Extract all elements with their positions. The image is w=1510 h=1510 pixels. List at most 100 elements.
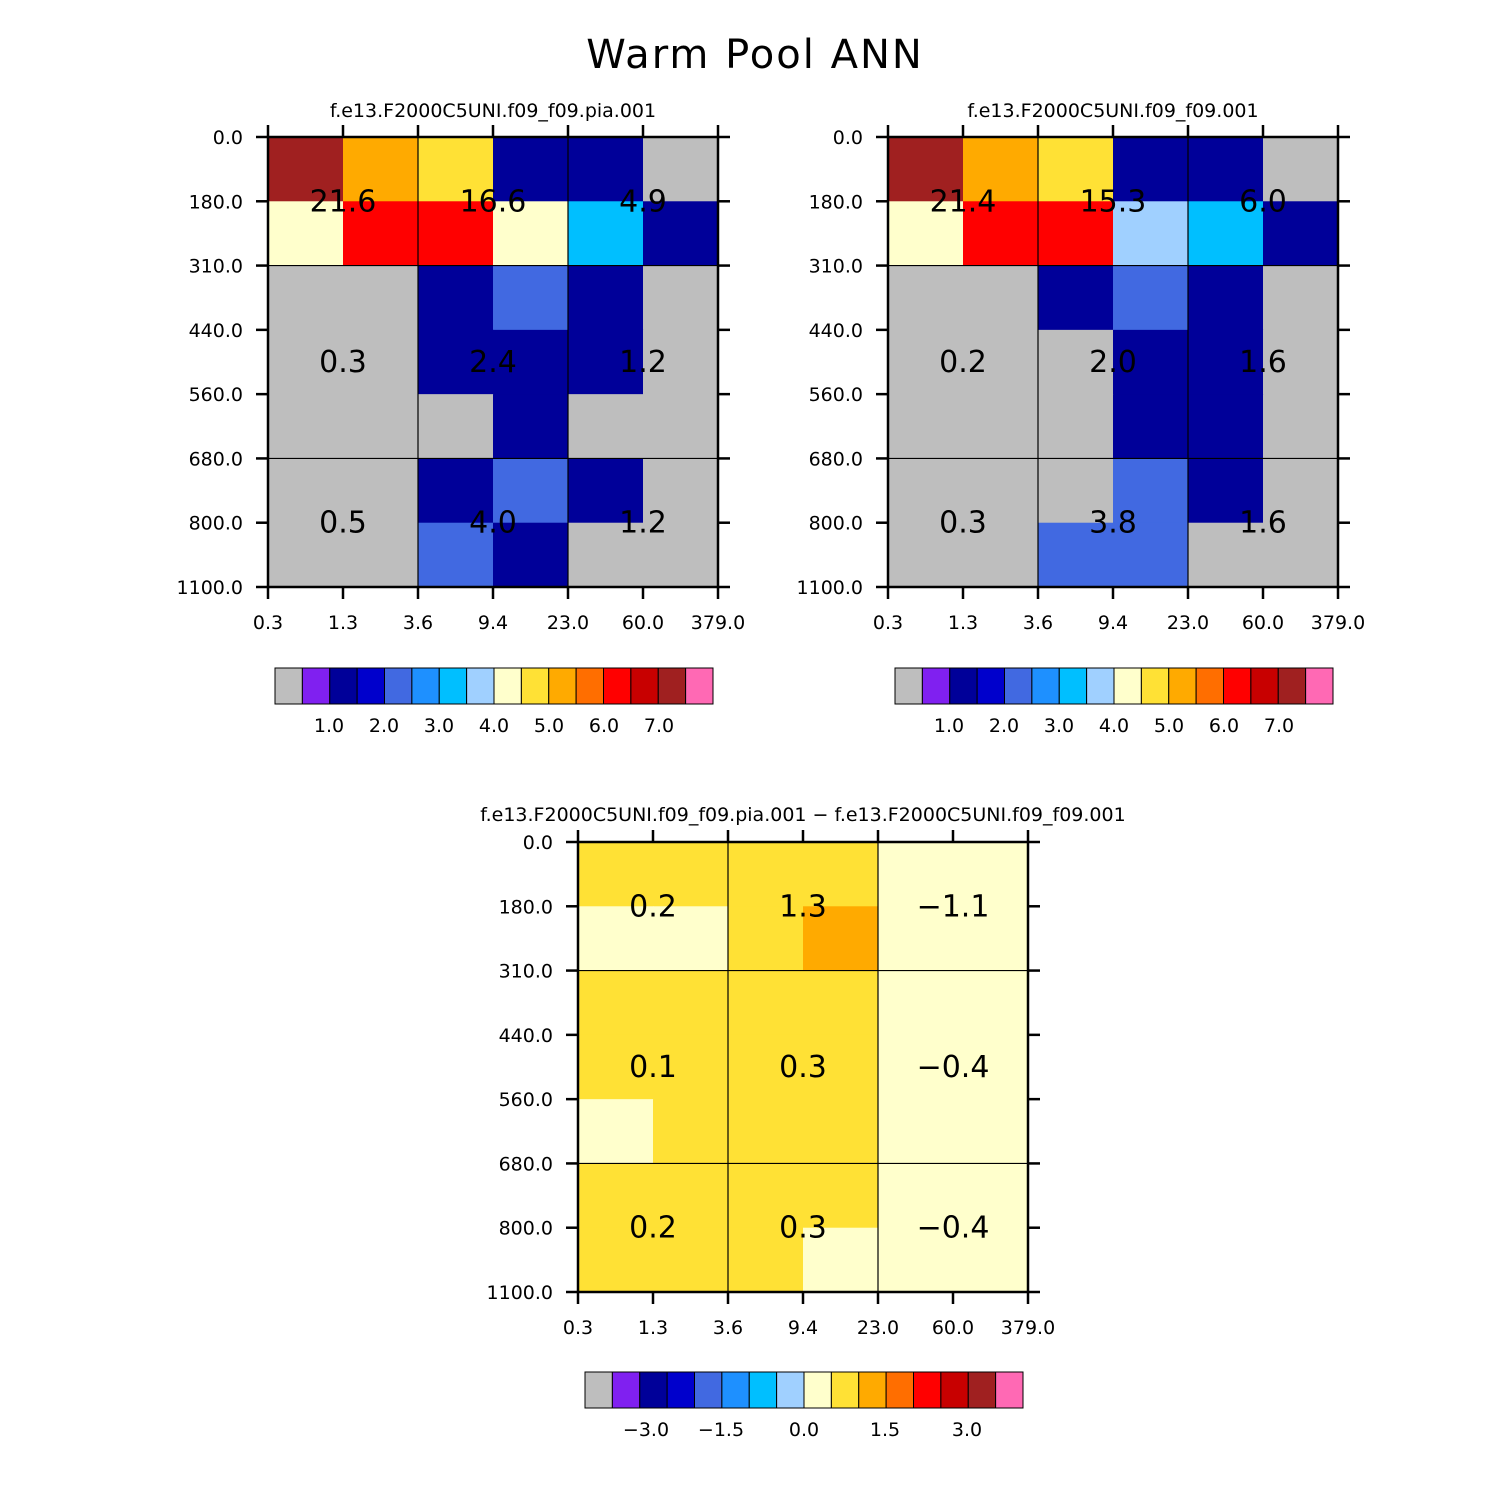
heatmap-cell — [1263, 394, 1339, 459]
heatmap-cell — [1038, 265, 1114, 331]
panel-2: 21.4 15.3 6.0 0.2 2.0 1.6 0.3 3.8 1.6 0.0 180.0 310… — [797, 125, 1365, 737]
heatmap-cell — [953, 1034, 1029, 1100]
heatmap-cell — [493, 265, 569, 331]
colorbar-box — [466, 667, 495, 705]
x-tick-label: 379.0 — [1001, 1317, 1055, 1339]
heatmap-cell — [643, 522, 719, 588]
colorbar-box — [1086, 667, 1115, 705]
colorbar-label: 3.0 — [952, 1419, 982, 1441]
block-sum-label: 1.2 — [619, 506, 667, 541]
heatmap-cell — [493, 458, 569, 524]
colorbar-label: −1.5 — [698, 1419, 744, 1441]
colorbar-label: 2.0 — [369, 715, 399, 737]
y-tick-label: 1100.0 — [797, 577, 863, 599]
heatmap-cell — [578, 1163, 654, 1229]
colorbar-label: 4.0 — [479, 715, 509, 737]
colorbar-box — [520, 667, 550, 705]
y-tick-label: 180.0 — [809, 191, 863, 213]
x-tick-label: 1.3 — [328, 612, 358, 634]
colorbar-box — [548, 667, 577, 705]
heatmap-cell — [953, 970, 1029, 1036]
heatmap-cell — [963, 522, 1039, 588]
block-sum-label: −0.4 — [917, 1050, 990, 1085]
heatmap-cell — [1113, 329, 1189, 395]
colorbar-box — [858, 1371, 887, 1409]
colorbar-box — [657, 667, 687, 705]
y-tick-label: 560.0 — [499, 1089, 553, 1111]
heatmap-cell — [1188, 201, 1264, 267]
heatmap-cell — [343, 329, 419, 395]
colorbar-label: 6.0 — [589, 715, 619, 737]
heatmap-cell — [888, 265, 964, 331]
block-sum-label: 16.6 — [460, 184, 527, 219]
x-tick-label: 0.3 — [253, 612, 283, 634]
y-tick-label: 310.0 — [189, 256, 243, 278]
block-sum-label: 4.0 — [469, 506, 517, 541]
y-tick-label: 800.0 — [809, 513, 863, 535]
heatmap-cell — [963, 201, 1039, 267]
heatmap-cell — [728, 970, 804, 1036]
colorbar-label: 1.0 — [314, 715, 344, 737]
colorbar-box — [894, 667, 923, 705]
colorbar-box — [921, 667, 951, 705]
heatmap-cell — [1188, 265, 1264, 331]
x-tick-label: 9.4 — [1098, 612, 1128, 634]
colorbar-box — [611, 1371, 641, 1409]
heatmap-cell — [343, 201, 419, 267]
heatmap-cell — [653, 1163, 729, 1229]
y-tick-label: 560.0 — [189, 384, 243, 406]
heatmap-cell — [493, 522, 569, 588]
block-sum-label: −1.1 — [917, 889, 990, 924]
colorbar: −3.0 −1.5 0.0 1.5 3.0 — [584, 1371, 1024, 1441]
heatmap-cell — [653, 970, 729, 1036]
colorbar-box — [666, 1371, 695, 1409]
heatmap-cell — [268, 137, 344, 202]
heatmap-cell — [803, 842, 879, 907]
heatmap-cell — [878, 1099, 954, 1164]
heatmap-cell — [653, 1034, 729, 1100]
heatmap-cell — [418, 201, 494, 267]
heatmap-cell — [1113, 137, 1189, 202]
colorbar-box — [685, 667, 714, 705]
colorbar-box — [803, 1371, 832, 1409]
heatmap-cell — [578, 1034, 654, 1100]
block-sum-label: 0.3 — [779, 1050, 827, 1085]
x-tick-label: 23.0 — [1167, 612, 1209, 634]
heatmap-cell — [728, 906, 804, 972]
heatmap-cell — [1263, 137, 1339, 202]
colorbar-box — [493, 667, 522, 705]
heatmap-cell — [343, 265, 419, 331]
colorbar-box — [1250, 667, 1279, 705]
panel-1-title: f.e13.F2000C5UNI.f09_f09.pia.001 — [329, 100, 657, 122]
heatmap-cell — [803, 1227, 879, 1293]
y-tick-label: 680.0 — [809, 448, 863, 470]
heatmap-cell — [963, 329, 1039, 395]
x-tick-label: 379.0 — [691, 612, 745, 634]
heatmap-cell — [1263, 522, 1339, 588]
heatmap-cell — [493, 329, 569, 395]
colorbar-box — [830, 1371, 860, 1409]
x-tick-label: 3.6 — [403, 612, 433, 634]
colorbar-box — [1140, 667, 1170, 705]
colorbar-box — [1058, 667, 1088, 705]
colorbar-box — [575, 667, 604, 705]
heatmap-cell — [1113, 201, 1189, 267]
heatmap-cell — [888, 522, 964, 588]
x-tick-label: 0.3 — [563, 1317, 593, 1339]
heatmap-cell — [268, 201, 344, 267]
block-sum-label: 0.3 — [319, 345, 367, 380]
colorbar-box — [438, 667, 468, 705]
heatmap-cell — [268, 394, 344, 459]
block-sum-label: 0.1 — [629, 1050, 677, 1085]
colorbar-box — [694, 1371, 723, 1409]
heatmap-cell — [1263, 201, 1339, 267]
heatmap-cell — [803, 906, 879, 972]
colorbar-label: 5.0 — [1154, 715, 1184, 737]
heatmap-cell — [653, 906, 729, 972]
heatmap-cell — [888, 329, 964, 395]
heatmap-cell — [568, 522, 644, 588]
colorbar-label: 5.0 — [534, 715, 564, 737]
heatmap-cell — [268, 458, 344, 524]
colorbar-label: 1.0 — [934, 715, 964, 737]
heatmap-cell — [1113, 394, 1189, 459]
